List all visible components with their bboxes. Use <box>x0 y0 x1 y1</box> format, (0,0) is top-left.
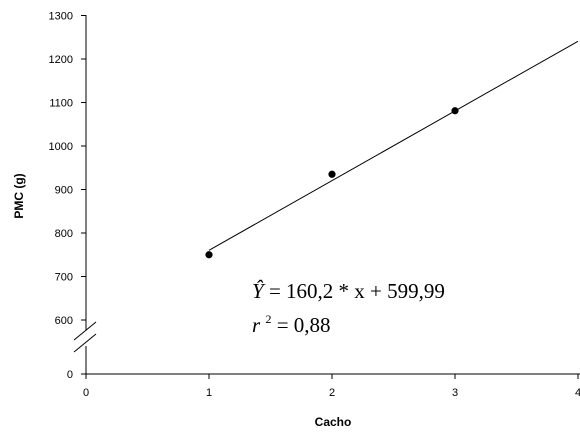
y-axis-title: PMC (g) <box>12 173 26 218</box>
regression-line <box>208 40 579 251</box>
axis-break-mark-1 <box>73 321 97 341</box>
y-ticks: 0 600 700 800 900 1000 1100 1200 1300 <box>49 11 86 381</box>
y-tick-label: 900 <box>55 185 73 197</box>
y-tick-label: 0 <box>67 369 73 381</box>
equation-rhs: = 160,2 * x + 599,99 <box>269 279 445 303</box>
equation-lhs: Ŷ <box>252 279 266 303</box>
y-tick-label: 600 <box>55 315 73 327</box>
regression-equation: Ŷ = 160,2 * x + 599,99 <box>252 279 445 303</box>
axis-break-mark-2 <box>73 333 97 353</box>
y-tick-label: 1000 <box>49 141 73 153</box>
y-tick-label: 1100 <box>49 98 73 110</box>
data-point <box>328 170 336 178</box>
r-squared-value: = 0,88 <box>277 313 331 337</box>
r-squared-symbol: r <box>252 313 261 337</box>
y-tick-label: 800 <box>55 228 73 240</box>
x-ticks: 0 1 2 3 4 <box>83 374 580 399</box>
x-axis-title: Cacho <box>315 415 352 429</box>
x-tick-label: 2 <box>329 387 335 399</box>
y-tick-label: 1300 <box>49 11 73 23</box>
y-tick-label: 700 <box>55 272 73 284</box>
data-point <box>451 107 459 115</box>
r-squared-exponent: 2 <box>265 312 271 326</box>
data-point <box>205 251 213 259</box>
x-tick-label: 3 <box>452 387 458 399</box>
y-tick-label: 1200 <box>49 54 73 66</box>
data-points <box>205 107 459 259</box>
r-squared: r 2 = 0,88 <box>252 304 331 337</box>
x-tick-label: 1 <box>206 387 212 399</box>
x-tick-label: 4 <box>575 387 580 399</box>
x-tick-label: 0 <box>83 387 89 399</box>
regression-line-group <box>208 40 579 251</box>
